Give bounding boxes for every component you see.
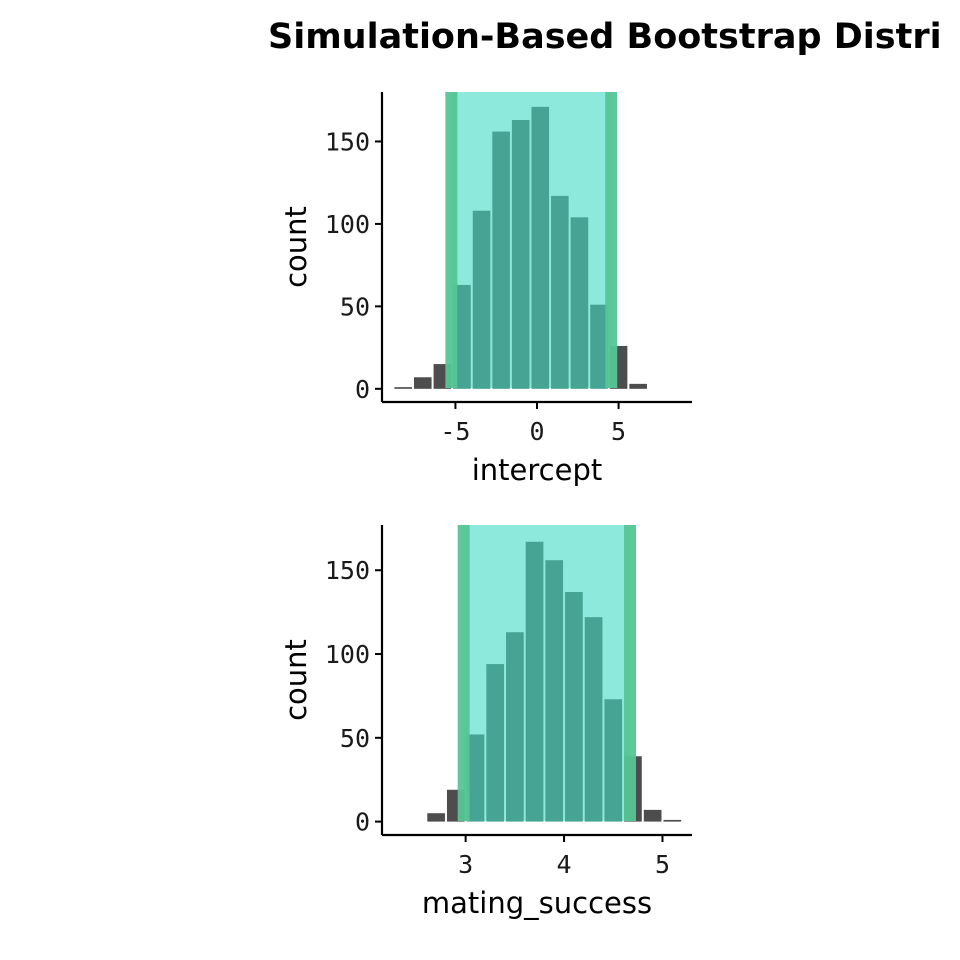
- y-tick-label: 0: [355, 375, 370, 404]
- histogram-bar: [584, 617, 603, 822]
- chart-title: Simulation-Based Bootstrap Distri: [268, 17, 942, 57]
- histogram-bar: [643, 809, 662, 822]
- histogram-bar: [453, 284, 471, 389]
- histogram-bar: [486, 664, 505, 822]
- histogram-bar: [629, 383, 647, 389]
- panel-intercept: 0 50 100 150 -5 0 5 intercept count: [279, 92, 692, 487]
- ci-upper-line: [605, 92, 618, 388]
- histogram-bar: [551, 195, 569, 389]
- y-tick-label: 100: [325, 210, 370, 239]
- ci-lower-line: [457, 525, 470, 821]
- histogram-bar: [565, 592, 583, 822]
- histogram-bar: [427, 813, 445, 822]
- y-tick-label: 150: [325, 556, 370, 585]
- x-tick-label: 5: [655, 850, 670, 879]
- histogram-bar: [511, 120, 530, 389]
- y-tick-label: 0: [355, 808, 370, 837]
- ci-upper-line: [624, 525, 636, 821]
- ci-lower-line: [445, 92, 458, 388]
- histogram-bar: [414, 377, 432, 389]
- histogram-bar: [590, 304, 608, 389]
- y-tick-label: 100: [325, 640, 370, 669]
- x-tick-label: 0: [529, 417, 544, 446]
- histogram-bar: [663, 819, 682, 822]
- x-axis-title: intercept: [472, 453, 603, 487]
- x-tick-label: 4: [557, 850, 572, 879]
- y-axis-title: count: [279, 639, 313, 721]
- histogram-bar: [506, 632, 524, 822]
- x-tick-label: 3: [458, 850, 473, 879]
- y-tick-label: 50: [340, 724, 370, 753]
- y-tick-label: 150: [325, 127, 370, 156]
- histogram-bar: [570, 217, 589, 389]
- x-tick-label: 5: [611, 417, 626, 446]
- x-tick-label: -5: [440, 417, 470, 446]
- histogram-bar: [472, 210, 491, 389]
- y-tick-label: 50: [340, 292, 370, 321]
- histogram-bar: [394, 387, 412, 389]
- histogram-bar: [525, 541, 544, 822]
- histogram-bar: [466, 734, 485, 822]
- histogram-bar: [531, 106, 550, 389]
- histogram-bar: [545, 560, 564, 822]
- histogram-bar: [604, 699, 623, 822]
- x-axis-title: mating_success: [422, 886, 652, 920]
- histogram-bar: [492, 131, 510, 389]
- y-axis-title: count: [279, 206, 313, 288]
